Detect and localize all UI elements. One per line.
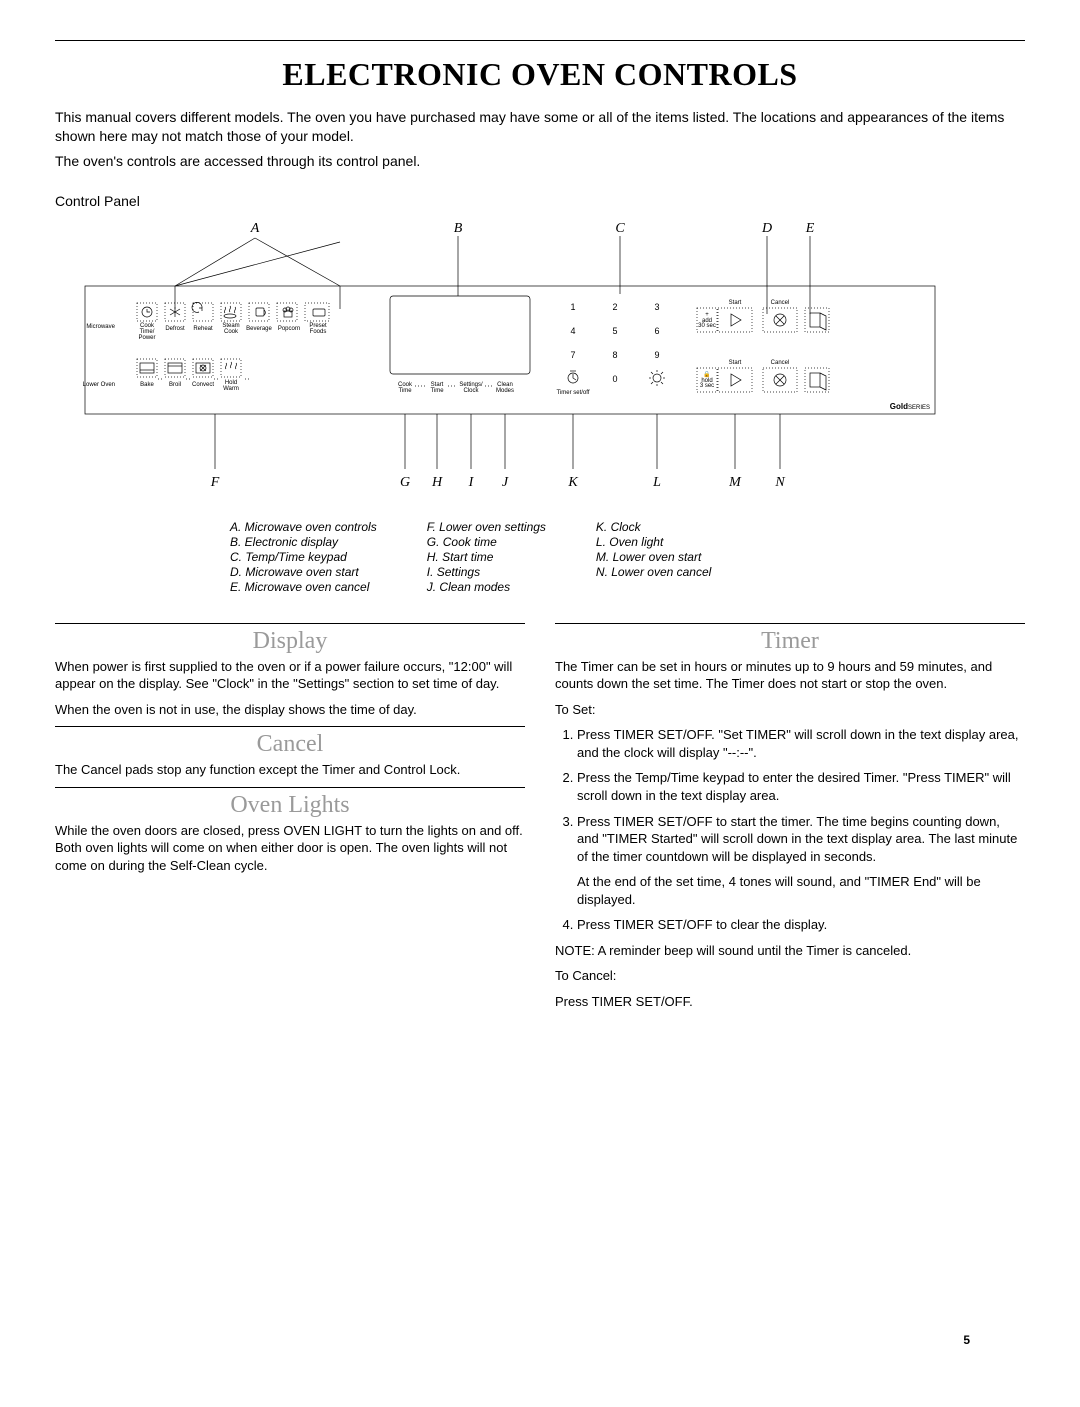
- intro-paragraph-1: This manual covers different models. The…: [55, 108, 1025, 146]
- svg-text:5: 5: [612, 326, 617, 336]
- svg-text:Timer set/off: Timer set/off: [556, 390, 589, 396]
- timer-step-3: Press TIMER SET/OFF to start the timer. …: [577, 813, 1025, 909]
- callout-A: A: [250, 221, 260, 236]
- timer-note: NOTE: A reminder beep will sound until t…: [555, 942, 1025, 960]
- svg-text:8: 8: [612, 350, 617, 360]
- callout-D: D: [761, 221, 772, 236]
- svg-text:2: 2: [612, 302, 617, 312]
- svg-text:Start: Start: [729, 360, 742, 366]
- svg-text:Cancel: Cancel: [771, 360, 790, 366]
- svg-text:Power: Power: [138, 335, 155, 341]
- svg-text:L: L: [652, 475, 661, 490]
- icon-reheat: [192, 302, 202, 312]
- svg-text:Reheat: Reheat: [193, 326, 213, 332]
- timer-steps: Press TIMER SET/OFF. "Set TIMER" will sc…: [555, 726, 1025, 933]
- svg-text:3: 3: [654, 302, 659, 312]
- svg-text:6: 6: [654, 326, 659, 336]
- svg-text:M: M: [728, 475, 742, 490]
- legend-col-2: F. Lower oven settings G. Cook time H. S…: [427, 519, 546, 595]
- control-panel-diagram: .t { font-family: Arial; font-size: 6px;…: [55, 214, 1025, 514]
- display-heading: Display: [55, 628, 525, 655]
- icon-beverage: [256, 308, 265, 316]
- svg-text:G: G: [400, 475, 410, 490]
- svg-text:Popcorn: Popcorn: [278, 326, 300, 332]
- timer-cancel-instruction: Press TIMER SET/OFF.: [555, 993, 1025, 1011]
- timer-toset-label: To Set:: [555, 701, 1025, 719]
- svg-text:🔒: 🔒: [703, 370, 710, 378]
- svg-text:Beverage: Beverage: [246, 326, 272, 332]
- svg-text:4: 4: [570, 326, 575, 336]
- ovenlights-heading: Oven Lights: [55, 792, 525, 819]
- svg-text:Start: Start: [729, 300, 742, 306]
- page-number: 5: [963, 1333, 970, 1347]
- svg-text:1: 1: [570, 302, 575, 312]
- svg-text:Time: Time: [430, 388, 444, 394]
- svg-text:Bake: Bake: [140, 382, 154, 388]
- cancel-heading: Cancel: [55, 731, 525, 758]
- left-column: Display When power is first supplied to …: [55, 615, 525, 1019]
- intro-block: This manual covers different models. The…: [55, 108, 1025, 209]
- intro-paragraph-2: The oven's controls are accessed through…: [55, 152, 1025, 171]
- svg-text:I: I: [468, 475, 475, 490]
- icon-steam-cook: [224, 306, 236, 318]
- svg-text:Cancel: Cancel: [771, 300, 790, 306]
- legend-col-3: K. Clock L. Oven light M. Lower oven sta…: [596, 519, 711, 595]
- timer-step-4: Press TIMER SET/OFF to clear the display…: [577, 916, 1025, 934]
- timer-intro: The Timer can be set in hours or minutes…: [555, 658, 1025, 693]
- svg-text:Modes: Modes: [496, 388, 514, 394]
- display-p1: When power is first supplied to the oven…: [55, 658, 525, 693]
- icon-popcorn: [283, 307, 293, 317]
- svg-text:Clock: Clock: [463, 388, 479, 394]
- icon-cook-time-power: [142, 307, 152, 317]
- svg-text:9: 9: [654, 350, 659, 360]
- svg-text:GoldSERIES: GoldSERIES: [890, 402, 930, 411]
- right-column: Timer The Timer can be set in hours or m…: [555, 615, 1025, 1019]
- icon-defrost: [170, 307, 180, 317]
- callout-E: E: [805, 221, 815, 236]
- svg-text:3 sec: 3 sec: [700, 383, 714, 389]
- ovenlights-p1: While the oven doors are closed, press O…: [55, 822, 525, 875]
- svg-text:Convect: Convect: [192, 382, 214, 388]
- svg-text:N: N: [774, 475, 785, 490]
- svg-text:Defrost: Defrost: [165, 326, 185, 332]
- timer-tocancel-label: To Cancel:: [555, 967, 1025, 985]
- cancel-p1: The Cancel pads stop any function except…: [55, 761, 525, 779]
- icon-preset-foods: [313, 309, 325, 316]
- svg-text:Warm: Warm: [223, 386, 239, 392]
- svg-text:30 sec: 30 sec: [698, 323, 716, 329]
- svg-text:J: J: [502, 475, 509, 490]
- timer-heading: Timer: [555, 628, 1025, 655]
- callout-B: B: [454, 221, 463, 236]
- timer-step-1: Press TIMER SET/OFF. "Set TIMER" will sc…: [577, 726, 1025, 761]
- svg-text:Broil: Broil: [169, 382, 181, 388]
- svg-text:H: H: [431, 475, 443, 490]
- timer-step-2: Press the Temp/Time keypad to enter the …: [577, 769, 1025, 804]
- legend-col-1: A. Microwave oven controls B. Electronic…: [230, 519, 377, 595]
- svg-text:F: F: [210, 475, 220, 490]
- svg-text:K: K: [567, 475, 578, 490]
- svg-text:Time: Time: [398, 388, 412, 394]
- callout-C: C: [615, 221, 625, 236]
- svg-text:0: 0: [612, 374, 617, 384]
- svg-text:Lower Oven: Lower Oven: [83, 382, 115, 388]
- page-title: ELECTRONIC OVEN CONTROLS: [55, 56, 1025, 93]
- svg-text:Foods: Foods: [310, 329, 327, 335]
- control-panel-label: Control Panel: [55, 193, 1025, 209]
- svg-text:Microwave: Microwave: [86, 324, 115, 330]
- legend-block: A. Microwave oven controls B. Electronic…: [230, 519, 1025, 595]
- svg-text:7: 7: [570, 350, 575, 360]
- svg-text:Cook: Cook: [224, 329, 239, 335]
- display-p2: When the oven is not in use, the display…: [55, 701, 525, 719]
